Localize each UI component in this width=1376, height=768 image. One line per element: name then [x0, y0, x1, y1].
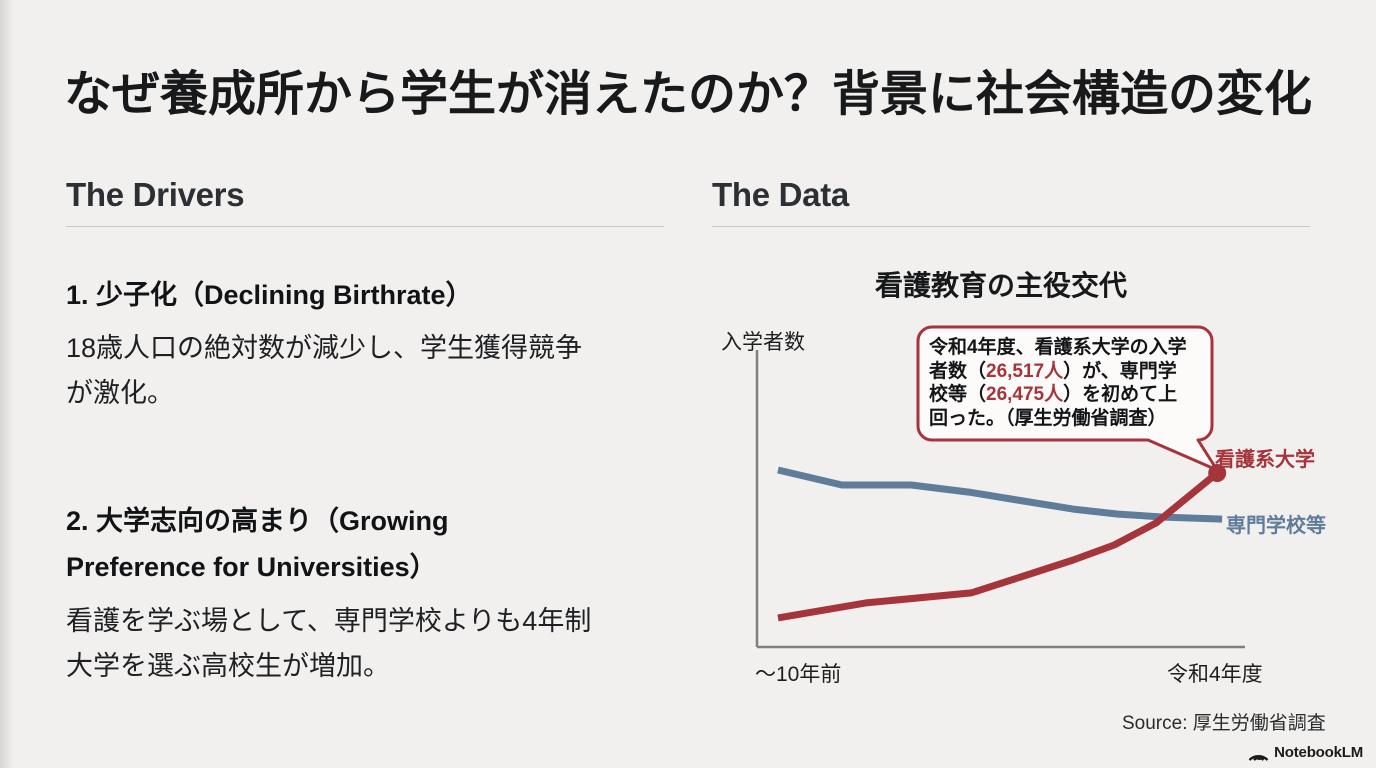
callout-text-segment: 令和4年度、看護系大学の入学: [929, 337, 1187, 358]
callout-value-vocational: 26,475人: [986, 384, 1064, 405]
callout-text-segment: 回った。（厚生労働省調査）: [929, 407, 1167, 429]
driver2-heading: 2. 大学志向の高まり（Growing Preference for Unive…: [66, 498, 606, 590]
driver2-heading-line1: 2. 大学志向の高まり（Growing: [66, 506, 449, 536]
callout-line1: 令和4年度、看護系大学の入学: [929, 336, 1205, 360]
series-line-vocational-schools: [777, 466, 1223, 523]
series-label-vocational-schools: 専門学校等: [1226, 515, 1326, 537]
callout-text-segment: 者数（: [929, 360, 987, 382]
callout-line2: 者数（26,517人）が、専門学: [929, 360, 1205, 384]
callout-text-segment: ）が、専門学: [1063, 360, 1177, 382]
driver1-body-line2: が激化。: [66, 378, 174, 408]
notebooklm-label: NotebookLM: [1274, 744, 1363, 761]
left-section-heading: The Drivers: [66, 176, 245, 213]
notebooklm-brand: NotebookLM: [1248, 744, 1363, 761]
callout-text-segment: ）を初めて上: [1063, 384, 1178, 405]
callout-line4: 回った。（厚生労働省調査）: [929, 407, 1205, 431]
driver2-heading-line2: Preference for Universities）: [66, 552, 437, 582]
driver1-heading-line1: 1. 少子化（Declining Birthrate）: [66, 280, 473, 310]
driver1-body-line1: 18歳人口の絶対数が減少し、学生獲得競争: [66, 333, 583, 363]
notebooklm-icon: [1248, 754, 1269, 761]
chart-source: Source: 厚生労働省調査: [1122, 713, 1326, 734]
callout-line3: 校等（26,475人）を初めて上: [929, 383, 1205, 407]
driver1-heading: 1. 少子化（Declining Birthrate）: [66, 272, 606, 318]
left-section-divider: [66, 226, 664, 227]
x-tick-reiwa4: 令和4年度: [1167, 663, 1263, 686]
series-label-nursing-universities: 看護系大学: [1215, 449, 1315, 471]
left-edge-shade: [0, 0, 14, 768]
driver1-body: 18歳人口の絶対数が減少し、学生獲得競争 が激化。: [66, 326, 666, 416]
series-line-nursing-universities: [777, 470, 1220, 622]
page-title: なぜ養成所から学生が消えたのか？背景に社会構造の変化: [64, 68, 1313, 121]
line-chart: [755, 325, 1245, 649]
driver2-body-line2: 大学を選ぶ高校生が増加。: [66, 651, 390, 681]
right-section-divider: [712, 226, 1310, 227]
y-axis-label: 入学者数: [721, 331, 805, 354]
driver2-body-line1: 看護を学ぶ場として、専門学校よりも4年制: [66, 606, 592, 636]
callout-annotation: 令和4年度、看護系大学の入学 者数（26,517人）が、専門学 校等（26,47…: [929, 336, 1205, 430]
chart-title: 看護教育の主役交代: [874, 270, 1127, 301]
callout-text-segment: 校等（: [929, 384, 987, 405]
right-section-heading: The Data: [712, 176, 849, 213]
x-tick-10-years-ago: ～10年前: [755, 663, 842, 686]
series-end-dot: [1208, 464, 1227, 482]
callout-value-university: 26,517人: [986, 360, 1064, 382]
driver2-body: 看護を学ぶ場として、専門学校よりも4年制 大学を選ぶ高校生が増加。: [66, 599, 666, 689]
